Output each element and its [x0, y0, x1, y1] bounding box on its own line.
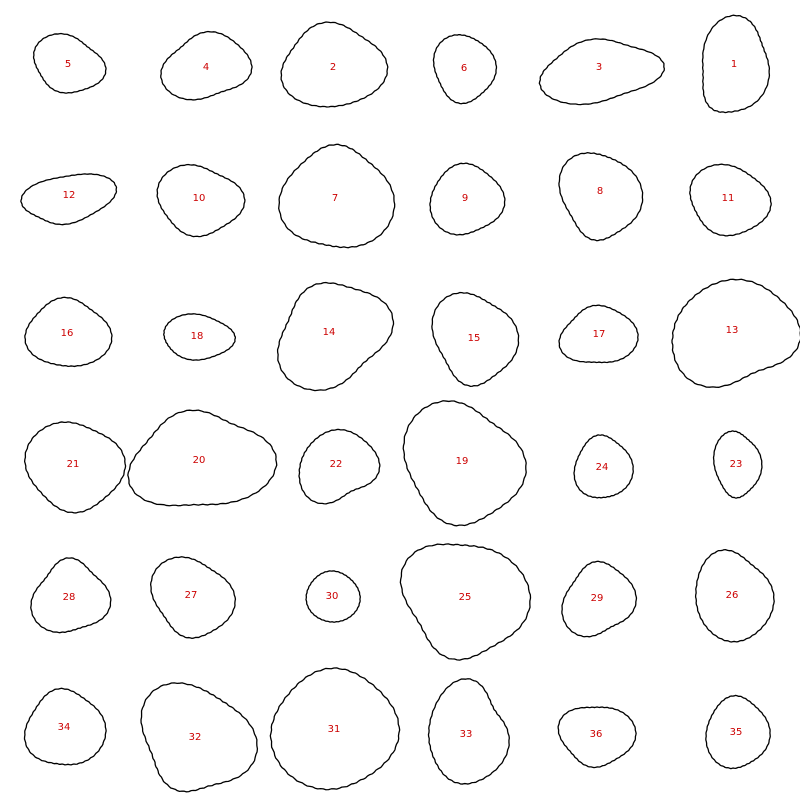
blob-shape-3 — [538, 38, 665, 106]
blob-label-29: 29 — [591, 593, 604, 604]
blob-shape-29 — [561, 560, 638, 638]
blob-shape-30 — [305, 570, 361, 623]
blob-shape-7 — [278, 143, 396, 249]
blob-label-2: 2 — [330, 62, 336, 73]
blob-label-19: 19 — [456, 456, 469, 467]
blob-shape-12 — [20, 173, 118, 226]
blob-shape-8 — [558, 152, 644, 242]
blob-label-35: 35 — [730, 727, 743, 738]
blob-shape-4 — [160, 30, 253, 101]
blob-shape-33 — [427, 678, 510, 785]
blob-shape-21 — [23, 421, 127, 514]
blob-label-12: 12 — [63, 190, 76, 201]
blob-label-21: 21 — [67, 459, 80, 470]
blob-shape-14 — [276, 281, 395, 392]
blob-shape-2 — [280, 21, 389, 108]
blob-shape-22 — [298, 428, 381, 505]
blob-label-33: 33 — [460, 729, 473, 740]
blob-shape-9 — [429, 162, 506, 236]
blob-shape-6 — [432, 33, 498, 105]
blob-label-3: 3 — [596, 62, 602, 73]
blob-shape-36 — [557, 706, 637, 769]
blob-shape-34 — [23, 687, 107, 766]
blob-label-7: 7 — [332, 193, 338, 204]
blob-label-11: 11 — [722, 193, 735, 204]
blob-label-14: 14 — [323, 327, 336, 338]
blob-label-27: 27 — [185, 590, 198, 601]
blob-label-18: 18 — [191, 331, 204, 342]
blob-label-32: 32 — [189, 732, 202, 743]
blob-shape-10 — [156, 163, 246, 238]
blob-shape-1 — [701, 14, 771, 114]
blob-label-5: 5 — [65, 59, 71, 70]
blob-label-16: 16 — [61, 328, 74, 339]
blob-shape-26 — [694, 549, 775, 643]
blob-label-13: 13 — [726, 325, 739, 336]
blob-shape-17 — [558, 304, 639, 364]
blob-label-9: 9 — [462, 193, 468, 204]
blob-label-15: 15 — [468, 333, 481, 344]
blob-shape-20 — [127, 409, 278, 507]
blob-label-23: 23 — [730, 459, 743, 470]
blob-shape-28 — [30, 557, 112, 634]
blob-label-24: 24 — [596, 462, 609, 473]
blob-label-17: 17 — [593, 329, 606, 340]
blob-shape-25 — [399, 543, 532, 661]
blob-label-4: 4 — [203, 62, 209, 73]
blob-shape-19 — [402, 400, 527, 527]
blob-shape-11 — [689, 163, 772, 237]
blob-label-31: 31 — [328, 724, 341, 735]
blob-label-25: 25 — [459, 592, 472, 603]
blob-shape-27 — [149, 556, 237, 640]
blob-label-8: 8 — [597, 186, 603, 197]
blob-label-10: 10 — [193, 193, 206, 204]
blob-label-6: 6 — [461, 63, 467, 74]
blob-shape-18 — [163, 313, 236, 361]
blob-shape-23 — [712, 430, 763, 499]
blob-shape-32 — [140, 682, 259, 793]
blob-shape-13 — [671, 278, 800, 388]
blob-label-36: 36 — [590, 729, 603, 740]
blob-shape-15 — [431, 291, 520, 388]
blob-label-22: 22 — [330, 459, 343, 470]
blob-shape-5 — [32, 32, 107, 94]
blob-shapes — [20, 14, 800, 793]
blob-shape-24 — [573, 434, 634, 499]
blob-shape-35 — [705, 694, 771, 770]
blob-label-1: 1 — [731, 59, 737, 70]
blob-shape-16 — [24, 296, 113, 368]
blob-label-34: 34 — [58, 722, 71, 733]
blob-shape-31 — [269, 667, 401, 791]
blob-label-20: 20 — [193, 455, 206, 466]
blob-label-30: 30 — [326, 591, 339, 602]
blob-label-26: 26 — [726, 590, 739, 601]
blob-label-28: 28 — [63, 592, 76, 603]
